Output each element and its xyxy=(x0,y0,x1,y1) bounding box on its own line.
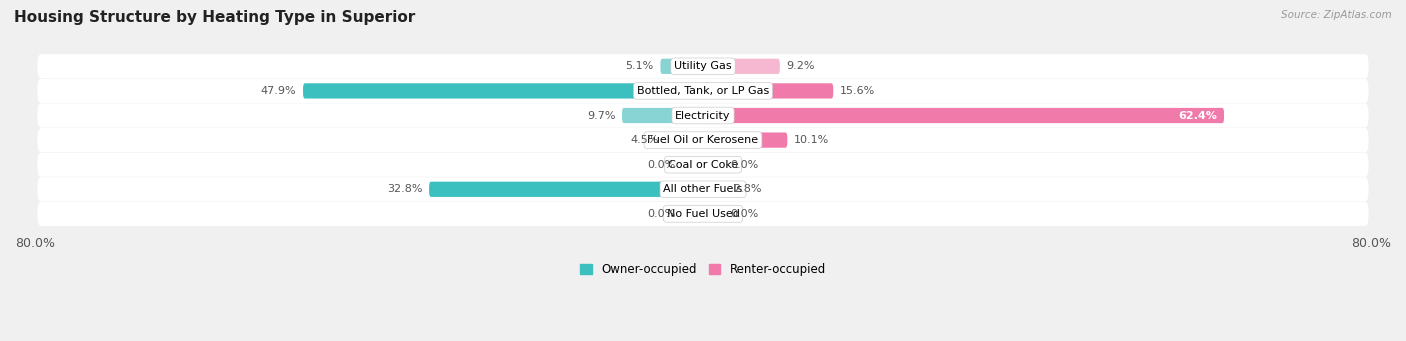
Text: 9.2%: 9.2% xyxy=(786,61,815,71)
Text: 0.0%: 0.0% xyxy=(731,160,759,170)
FancyBboxPatch shape xyxy=(38,79,1368,103)
Text: Housing Structure by Heating Type in Superior: Housing Structure by Heating Type in Sup… xyxy=(14,10,415,25)
FancyBboxPatch shape xyxy=(703,157,724,172)
FancyBboxPatch shape xyxy=(703,206,724,222)
FancyBboxPatch shape xyxy=(38,54,1368,78)
Text: 2.8%: 2.8% xyxy=(733,184,762,194)
Text: 0.0%: 0.0% xyxy=(647,209,675,219)
FancyBboxPatch shape xyxy=(38,202,1368,226)
FancyBboxPatch shape xyxy=(682,157,703,172)
FancyBboxPatch shape xyxy=(661,59,703,74)
Text: 62.4%: 62.4% xyxy=(1178,110,1218,120)
Text: 9.7%: 9.7% xyxy=(586,110,616,120)
FancyBboxPatch shape xyxy=(38,128,1368,152)
FancyBboxPatch shape xyxy=(304,83,703,99)
Text: Coal or Coke: Coal or Coke xyxy=(668,160,738,170)
FancyBboxPatch shape xyxy=(682,206,703,222)
FancyBboxPatch shape xyxy=(703,132,787,148)
FancyBboxPatch shape xyxy=(429,182,703,197)
Text: All other Fuels: All other Fuels xyxy=(664,184,742,194)
FancyBboxPatch shape xyxy=(38,153,1368,177)
Text: 47.9%: 47.9% xyxy=(260,86,297,96)
FancyBboxPatch shape xyxy=(703,83,834,99)
Text: Utility Gas: Utility Gas xyxy=(675,61,731,71)
Text: 32.8%: 32.8% xyxy=(387,184,422,194)
Text: 4.5%: 4.5% xyxy=(630,135,659,145)
Text: 15.6%: 15.6% xyxy=(839,86,875,96)
Text: Source: ZipAtlas.com: Source: ZipAtlas.com xyxy=(1281,10,1392,20)
FancyBboxPatch shape xyxy=(38,177,1368,201)
FancyBboxPatch shape xyxy=(621,108,703,123)
FancyBboxPatch shape xyxy=(703,59,780,74)
Text: No Fuel Used: No Fuel Used xyxy=(666,209,740,219)
FancyBboxPatch shape xyxy=(38,103,1368,128)
Legend: Owner-occupied, Renter-occupied: Owner-occupied, Renter-occupied xyxy=(579,263,827,276)
FancyBboxPatch shape xyxy=(703,182,727,197)
Text: 0.0%: 0.0% xyxy=(647,160,675,170)
FancyBboxPatch shape xyxy=(703,108,1225,123)
Text: Electricity: Electricity xyxy=(675,110,731,120)
Text: Fuel Oil or Kerosene: Fuel Oil or Kerosene xyxy=(647,135,759,145)
Text: 0.0%: 0.0% xyxy=(731,209,759,219)
Text: 10.1%: 10.1% xyxy=(794,135,830,145)
Text: 5.1%: 5.1% xyxy=(626,61,654,71)
FancyBboxPatch shape xyxy=(665,132,703,148)
Text: Bottled, Tank, or LP Gas: Bottled, Tank, or LP Gas xyxy=(637,86,769,96)
